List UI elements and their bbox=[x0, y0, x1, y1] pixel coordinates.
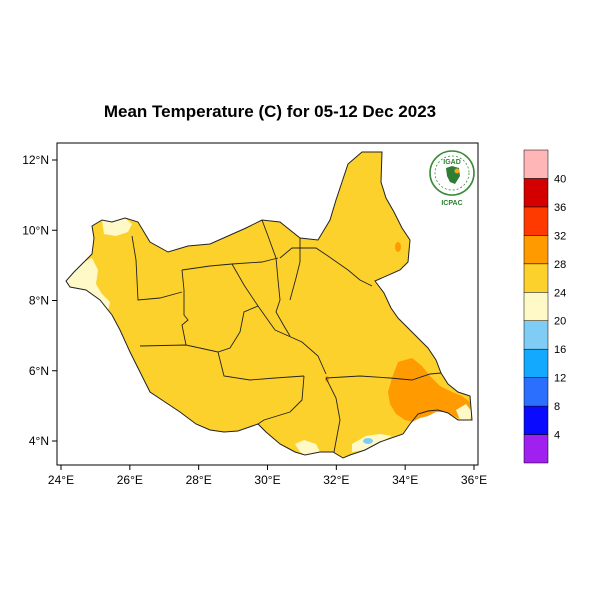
colorbar-swatch bbox=[523, 292, 549, 321]
colorbar-swatch bbox=[523, 206, 549, 236]
logo-bottom-text: ICPAC bbox=[441, 200, 462, 207]
temperature-zone-20-24 bbox=[352, 434, 392, 452]
temperature-zone-16-20 bbox=[363, 438, 373, 444]
colorbar-label: 12 bbox=[554, 373, 566, 385]
colorbar-label: 28 bbox=[554, 259, 566, 271]
state-borders bbox=[131, 219, 442, 453]
igad-icpac-logo: IGAD ICPAC bbox=[429, 150, 475, 207]
temperature-zone-20-24 bbox=[102, 218, 132, 236]
y-tick-label: 8°N bbox=[29, 294, 49, 308]
x-tick-label: 32°E bbox=[323, 473, 349, 487]
colorbar-label: 8 bbox=[554, 401, 560, 413]
colorbar-label: 16 bbox=[554, 344, 566, 356]
y-axis: 4°N 6°N 8°N 10°N 12°N bbox=[22, 153, 57, 448]
temperature-zone-20-24 bbox=[295, 440, 320, 455]
colorbar-label: 20 bbox=[554, 316, 566, 328]
colorbar-swatch bbox=[523, 149, 549, 179]
colorbar-swatch bbox=[523, 348, 549, 378]
colorbar: 4 8 12 16 20 24 28 32 36 40 bbox=[523, 149, 566, 464]
colorbar-swatch bbox=[523, 434, 549, 464]
y-tick-label: 6°N bbox=[29, 364, 49, 378]
temperature-zone-28-32 bbox=[388, 358, 470, 422]
y-tick-label: 4°N bbox=[29, 434, 49, 448]
colorbar-label: 36 bbox=[554, 202, 566, 214]
colorbar-swatch bbox=[523, 320, 549, 350]
colorbar-label: 32 bbox=[554, 230, 566, 242]
y-tick-label: 10°N bbox=[22, 223, 49, 237]
colorbar-swatch bbox=[523, 405, 549, 435]
logo-top-text: IGAD bbox=[443, 159, 461, 166]
logo-wreath bbox=[434, 155, 470, 191]
colorbar-swatch bbox=[523, 235, 549, 265]
map-title: Mean Temperature (C) for 05-12 Dec 2023 bbox=[103, 102, 437, 121]
x-tick-label: 28°E bbox=[186, 473, 212, 487]
x-tick-label: 30°E bbox=[254, 473, 280, 487]
temperature-zone-20-24 bbox=[66, 258, 110, 312]
temperature-zone-28-32-spot bbox=[395, 242, 401, 252]
logo-sun-dot bbox=[454, 168, 460, 174]
colorbar-swatch bbox=[523, 178, 549, 208]
colorbar-label: 24 bbox=[554, 287, 566, 299]
x-tick-label: 26°E bbox=[117, 473, 143, 487]
y-tick-label: 12°N bbox=[22, 153, 49, 167]
colorbar-label: 40 bbox=[554, 173, 566, 185]
south-sudan-fill bbox=[66, 152, 472, 458]
x-tick-label: 36°E bbox=[461, 473, 487, 487]
x-tick-label: 34°E bbox=[392, 473, 418, 487]
colorbar-swatch bbox=[523, 377, 549, 407]
temperature-zone-20-24 bbox=[456, 404, 472, 420]
x-axis: 24°E 26°E 28°E 30°E 32°E 34°E 36°E bbox=[48, 465, 487, 487]
x-tick-label: 24°E bbox=[48, 473, 74, 487]
colorbar-swatch bbox=[523, 263, 549, 293]
colorbar-label: 4 bbox=[554, 430, 560, 442]
